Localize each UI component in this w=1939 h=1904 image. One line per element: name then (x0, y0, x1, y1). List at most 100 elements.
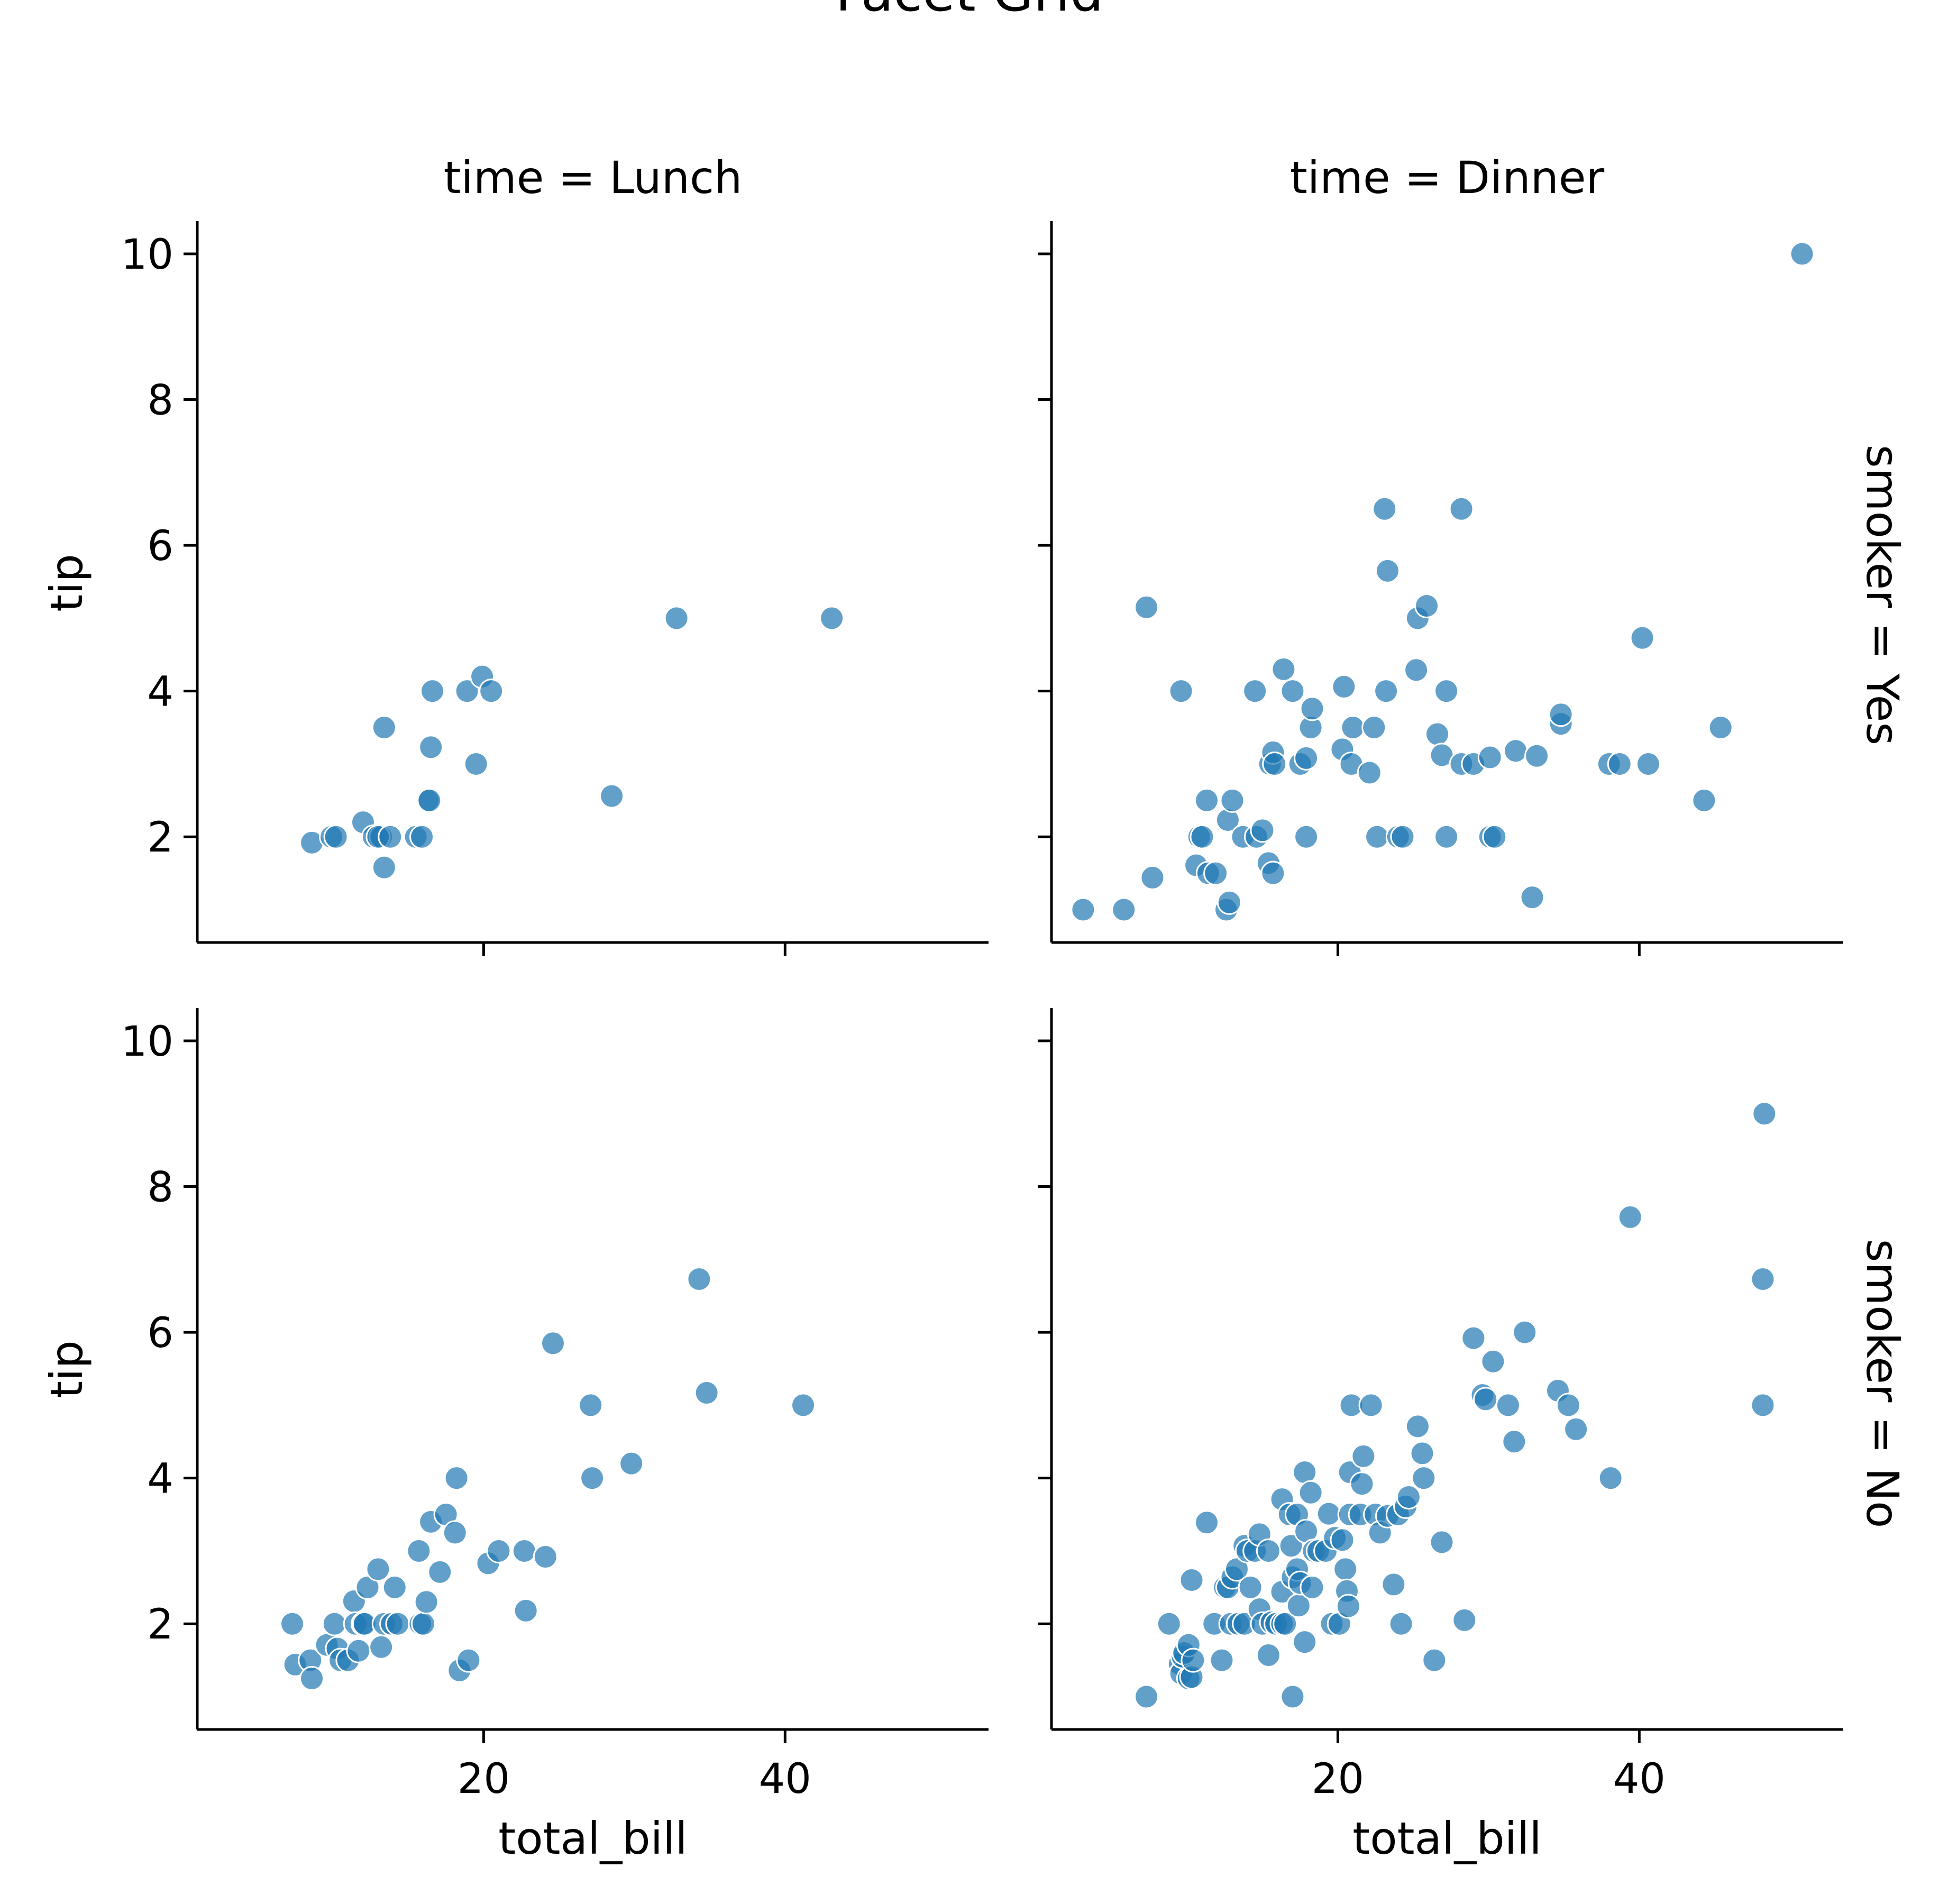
facet-panel: 2 4 6 8 10 (121, 221, 989, 956)
scatter-point (1256, 1538, 1281, 1563)
scatter-point (322, 1611, 347, 1636)
scatter-point (1411, 1466, 1437, 1491)
scatter-point (1273, 1611, 1298, 1636)
scatter-point (513, 1598, 538, 1623)
y-tick-label: 6 (147, 1310, 173, 1357)
y-tick-label: 4 (147, 1456, 173, 1503)
scatter-point (1480, 1349, 1506, 1374)
scatter-point (1071, 897, 1096, 922)
scatter-point (1563, 1416, 1589, 1442)
scatter-point (463, 751, 489, 776)
scatter-point (1405, 1414, 1430, 1439)
y-tick-label: 10 (121, 231, 173, 279)
y-axis-label: tip (41, 1340, 93, 1398)
scatter-point (1194, 788, 1220, 813)
scatter-point (1294, 745, 1319, 771)
scatter-point (409, 824, 435, 849)
scatter-point (1203, 861, 1229, 886)
x-axis-label: total_bill (1352, 1813, 1541, 1864)
row-title-smoker-yes: smoker = Yes (1856, 445, 1908, 745)
scatter-point (280, 1611, 305, 1636)
scatter-point (1111, 897, 1137, 922)
scatter-point (1316, 1501, 1341, 1526)
scatter-point (619, 1451, 644, 1476)
scatter-point (1242, 679, 1268, 704)
scatter-point (1349, 1471, 1375, 1497)
scatter-point (1140, 865, 1165, 890)
scatter-point (578, 1393, 603, 1418)
scatter-point (1598, 1466, 1623, 1491)
scatter-point (1414, 593, 1440, 618)
scatter-point (1220, 788, 1245, 813)
y-tick-label: 2 (147, 814, 173, 862)
scatter-point (1372, 496, 1397, 521)
scatter-point (1280, 679, 1305, 704)
scatter-point (1635, 751, 1661, 776)
scatter-point (1217, 890, 1242, 915)
scatter-point (1181, 1647, 1206, 1673)
scatter-point (511, 1538, 537, 1563)
scatter-point (580, 1466, 605, 1491)
scatter-point (1260, 861, 1286, 886)
scatter-point (1434, 824, 1459, 849)
y-tick-label: 8 (147, 377, 173, 425)
scatter-point (1351, 1443, 1376, 1469)
scatter-point (1424, 721, 1450, 747)
scatter-point (1357, 760, 1382, 785)
scatter-point (414, 1589, 439, 1615)
scatter-point (1789, 241, 1815, 267)
scatter-point (1294, 824, 1319, 849)
scatter-point (1520, 885, 1545, 910)
scatter-point (1404, 657, 1429, 683)
scatter-point (299, 1666, 325, 1691)
scatter-point (420, 679, 445, 704)
scatter-point (540, 1331, 565, 1356)
scatter-point (1292, 1630, 1318, 1655)
scatter-point (791, 1393, 816, 1418)
scatter-point (1461, 1325, 1486, 1351)
scatter-point (1238, 1575, 1263, 1600)
scatter-point (1300, 696, 1325, 721)
facet-panel (1038, 221, 1843, 956)
scatter-point (1473, 1387, 1498, 1412)
scatter-point (417, 788, 442, 813)
scatter-point (479, 679, 504, 704)
y-axis-label: tip (41, 554, 93, 612)
scatter-point (427, 1559, 453, 1585)
scatter-point (1250, 818, 1275, 843)
scatter-point (1292, 1460, 1318, 1485)
scatter-point (687, 1267, 712, 1292)
scatter-point (1750, 1393, 1776, 1418)
scatter-point (1503, 738, 1529, 764)
scatter-point (1556, 1393, 1581, 1418)
scatter-point (1134, 1684, 1159, 1709)
scatter-point (664, 606, 689, 631)
scatter-point (1194, 1510, 1220, 1535)
scatter-point (1331, 674, 1357, 699)
scatter-point (1548, 702, 1574, 727)
x-tick-label: 40 (759, 1755, 811, 1803)
x-tick-label: 20 (1312, 1755, 1364, 1803)
scatter-point (1209, 1647, 1234, 1673)
scatter-point (1429, 1530, 1455, 1555)
y-tick-label: 2 (147, 1601, 173, 1649)
scatter-point (1750, 1267, 1776, 1292)
scatter-point (1617, 1204, 1643, 1230)
scatter-point (323, 824, 349, 849)
scatter-point (444, 1466, 469, 1491)
scatter-point (410, 1611, 436, 1636)
scatter-point (533, 1544, 558, 1569)
row-title-smoker-no: smoker = No (1856, 1239, 1908, 1528)
x-axis-label: total_bill (498, 1813, 687, 1864)
scatter-point (1502, 1429, 1527, 1454)
scatter-point (599, 783, 625, 809)
scatter-point (371, 855, 397, 880)
scatter-point (1390, 824, 1415, 849)
scatter-point (1358, 1393, 1384, 1418)
facet-panel: 2 4 6 8 10 20 40 (121, 1008, 989, 1803)
col-title-dinner: time = Dinner (1290, 152, 1605, 204)
scatter-point (694, 1380, 719, 1405)
scatter-point (406, 1538, 432, 1563)
scatter-point (371, 715, 397, 740)
scatter-point (442, 1520, 468, 1545)
